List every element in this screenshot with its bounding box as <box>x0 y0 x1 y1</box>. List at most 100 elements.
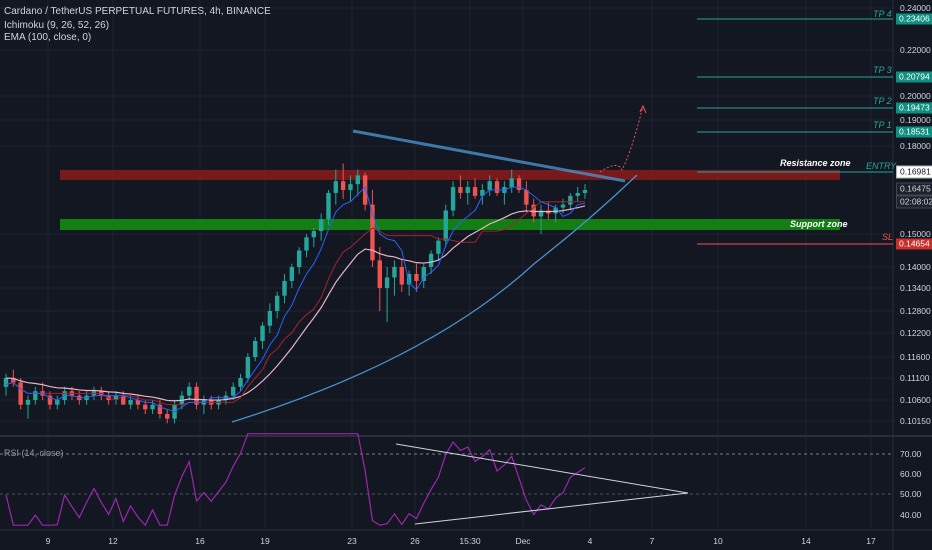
time-axis-label: Dec <box>515 536 531 546</box>
symbol-legend[interactable]: Cardano / TetherUS PERPETUAL FUTURES, 4h… <box>4 6 271 17</box>
candle-body <box>443 210 448 241</box>
time-axis-label: 7 <box>649 536 655 546</box>
candle-body <box>333 181 339 193</box>
candle-body <box>524 190 529 205</box>
candle-body <box>494 181 500 193</box>
candle-body <box>399 267 404 285</box>
candle-body <box>135 400 141 405</box>
candle-body <box>538 210 544 217</box>
tp2-price-tag[interactable]: 0.19473 <box>896 102 932 114</box>
candle-body <box>362 175 368 205</box>
rsi-upper-trendline <box>395 443 689 494</box>
tp1-price-tag[interactable]: 0.18531 <box>896 126 932 138</box>
time-axis-label: 23 <box>347 536 357 546</box>
ichimoku-base-line <box>5 201 585 406</box>
ascending-trendline <box>231 174 638 423</box>
support-zone <box>60 219 840 230</box>
candle-body <box>406 274 412 285</box>
rsi-line <box>5 433 586 527</box>
candle-body <box>165 414 170 419</box>
price-axis-label: 0.13400 <box>900 283 931 293</box>
candle-body <box>384 277 390 288</box>
ema-line <box>5 205 586 402</box>
candle-body <box>421 267 426 281</box>
resistance-zone <box>60 169 840 180</box>
price-axis-label: 0.10150 <box>900 416 931 426</box>
candle-body <box>245 357 251 378</box>
candle-body <box>113 395 119 400</box>
candle-body <box>157 404 163 414</box>
tp4-text: TP 4 <box>873 9 892 19</box>
rsi-lower-trendline <box>414 492 689 525</box>
price-axis-label: 0.12200 <box>900 328 931 338</box>
candle-body <box>355 175 360 185</box>
candle-body <box>47 395 53 405</box>
time-axis-label: 26 <box>410 536 420 546</box>
price-axis-label: 0.14000 <box>900 262 931 272</box>
price-axis-label: 0.22000 <box>900 45 931 55</box>
projected-arrow <box>639 104 647 114</box>
candle-body <box>318 219 324 232</box>
sl-price-tag[interactable]: 0.14654 <box>896 238 932 250</box>
candle-body <box>121 395 126 405</box>
time-axis-label: 14 <box>801 536 811 546</box>
candle-body <box>304 237 309 251</box>
candle-body <box>472 187 478 196</box>
candle-body <box>252 341 258 357</box>
candle-body <box>143 404 148 410</box>
candle-body <box>282 281 287 296</box>
candle-body <box>560 204 566 208</box>
time-axis-label: 16 <box>195 536 205 546</box>
candle-body <box>531 204 536 217</box>
candle-body <box>348 184 353 190</box>
candle-body <box>11 378 16 383</box>
descending-trendline <box>352 129 626 183</box>
rsi-axis-label: 60.00 <box>900 469 922 479</box>
resistance-zone-label: Resistance zone <box>780 158 851 168</box>
sl-text: SL <box>882 232 894 242</box>
candle-body <box>480 190 485 196</box>
entry-price-tag[interactable]: 0.16981 <box>896 165 932 179</box>
candle-body <box>553 207 558 214</box>
last-price-tag[interactable]: 0.16475 <box>896 182 932 196</box>
ema-legend[interactable]: EMA (100, close, 0) <box>4 32 92 43</box>
candle-body <box>289 267 295 281</box>
candle-body <box>568 195 573 205</box>
candle-body <box>55 400 60 405</box>
ichimoku-legend[interactable]: Ichimoku (9, 26, 52, 26) <box>4 20 110 31</box>
candle-body <box>377 260 382 288</box>
candle-body <box>238 378 243 387</box>
price-axis-label: 0.11600 <box>900 352 931 362</box>
candle-body <box>231 386 236 396</box>
rsi-axis-label: 40.00 <box>900 510 922 520</box>
time-axis-label: 15:30 <box>459 536 481 546</box>
candle-body <box>3 378 9 387</box>
candle-body <box>582 190 588 193</box>
price-axis-label: 0.11100 <box>900 373 930 383</box>
price-axis-label: 0.19000 <box>900 115 931 125</box>
candle-body <box>311 231 317 238</box>
time-axis-label: 10 <box>713 536 723 546</box>
candle-body <box>340 181 346 190</box>
time-axis-label: 19 <box>260 536 270 546</box>
tp3-price-tag[interactable]: 0.20794 <box>896 71 932 83</box>
price-axis-label: 0.18000 <box>900 141 931 151</box>
price-axis-label: 0.15000 <box>900 229 931 239</box>
time-axis-label: 4 <box>587 536 593 546</box>
candle-body <box>128 400 133 405</box>
tp3-text: TP 3 <box>873 65 892 75</box>
candle-body <box>575 192 580 196</box>
rsi-legend[interactable]: RSI (14, close) <box>4 448 64 458</box>
rsi-axis-label: 50.00 <box>900 489 922 499</box>
candle-body <box>187 386 192 396</box>
candle-body <box>487 181 492 190</box>
tp2-text: TP 2 <box>873 96 892 106</box>
time-axis-label: 9 <box>45 536 51 546</box>
candle-body <box>450 187 456 211</box>
price-axis-label: 0.24000 <box>900 3 931 13</box>
candle-body <box>509 178 514 188</box>
time-axis-label: 17 <box>866 536 876 546</box>
tp1-text: TP 1 <box>873 120 892 130</box>
tp4-price-tag[interactable]: 0.23406 <box>896 13 932 25</box>
